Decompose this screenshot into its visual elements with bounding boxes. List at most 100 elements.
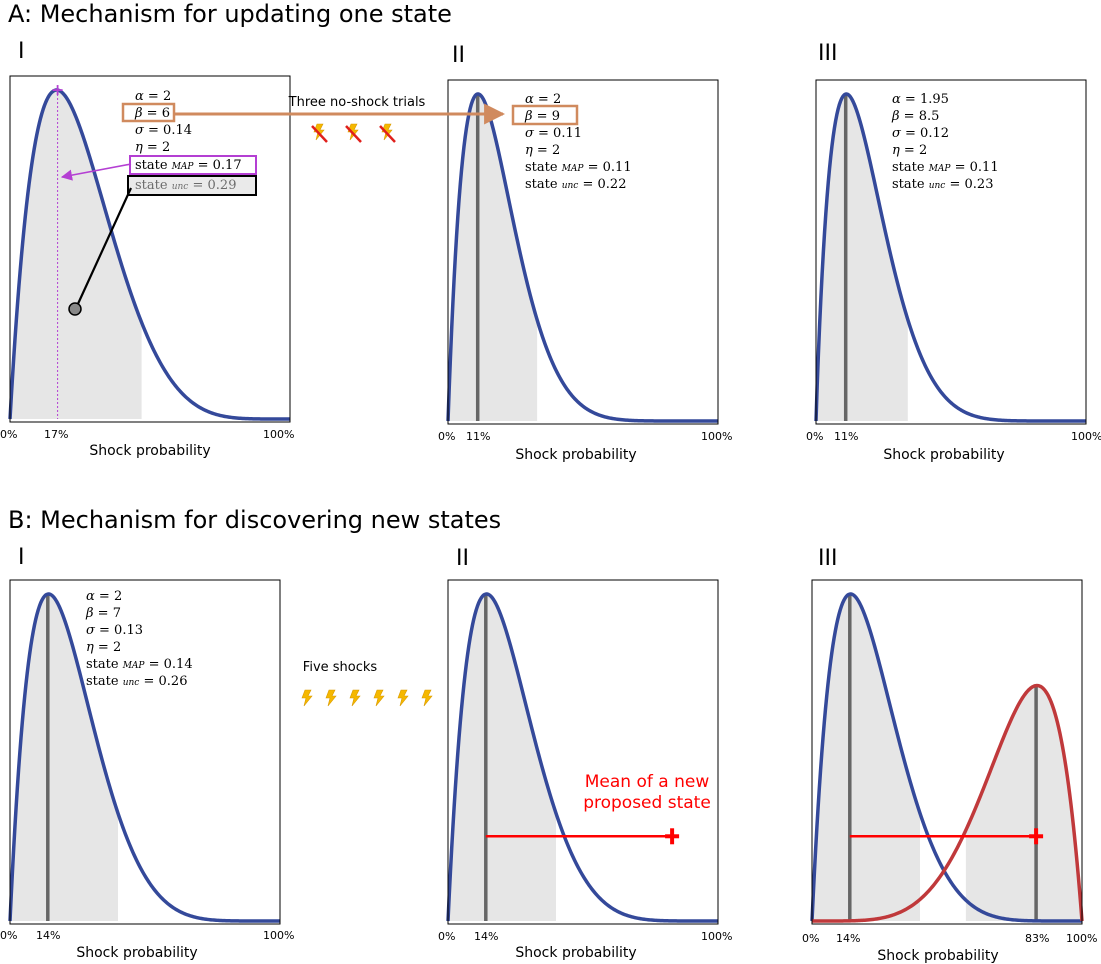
shock-icon-1 xyxy=(301,689,313,707)
panel-a3-beta: 8.5 xyxy=(919,109,940,124)
panel-b1-tick-zero: 0% xyxy=(0,929,17,942)
panel-b1-beta: 7 xyxy=(113,606,121,621)
panel-b2-shaded-region-1 xyxy=(448,593,556,921)
panel-b3 xyxy=(810,579,1084,925)
panel-a2-tick-peak: 11% xyxy=(466,430,490,443)
five-shocks-label: Five shocks xyxy=(303,660,378,675)
svg-text:σ = 0.12: σ = 0.12 xyxy=(892,126,949,141)
panel-a3-eta: 2 xyxy=(919,143,927,158)
svg-text:state unc = 0.23: state unc = 0.23 xyxy=(892,177,993,192)
beta-highlight-box-2 xyxy=(511,104,579,126)
svg-text:β = 6: β = 6 xyxy=(134,106,170,121)
panel-b1-state-map: 0.14 xyxy=(164,657,193,672)
panel-b3-tick-peak2: 83% xyxy=(1025,932,1049,945)
shock-icon-5 xyxy=(397,689,409,707)
panel-a1-alpha: 2 xyxy=(163,89,171,104)
panel-a1-eta: 2 xyxy=(162,140,170,155)
panel-b3-tick-hundred: 100% xyxy=(1066,932,1097,945)
svg-text:state MAP = 0.11: state MAP = 0.11 xyxy=(525,160,632,175)
panel-b1-tick-peak: 14% xyxy=(36,929,60,942)
panel-b2-frame xyxy=(447,579,719,925)
panel-a1 xyxy=(8,75,291,423)
panel-b3-density-curve-1 xyxy=(810,592,1083,923)
no-shock-icon-2 xyxy=(345,123,362,143)
panel-b3-frame xyxy=(811,579,1083,925)
panel-a1-shaded-region-1 xyxy=(10,89,142,420)
svg-text:β = 8.5: β = 8.5 xyxy=(891,109,939,124)
panel-b2 xyxy=(446,579,719,925)
panel-a2-alpha: 2 xyxy=(553,92,561,107)
svg-text:η = 2: η = 2 xyxy=(135,140,170,155)
panel-a1-tick-zero: 0% xyxy=(0,428,17,441)
panel-a2-roman: II xyxy=(452,43,465,68)
panel-b1-params: α = 2 β = 7 σ = 0.13 η = 2 state MAP = 0… xyxy=(85,589,193,689)
panel-a3-state-map: 0.11 xyxy=(970,160,999,175)
panel-a1-tick-hundred: 100% xyxy=(263,428,294,441)
panel-a1-roman: I xyxy=(18,39,25,64)
panel-a1-tick-peak: 17% xyxy=(44,428,68,441)
panel-b3-density-curve-2 xyxy=(811,683,1084,923)
svg-text:α = 1.95: α = 1.95 xyxy=(892,92,949,107)
panel-a3-roman: III xyxy=(818,41,837,66)
panel-b1-roman: I xyxy=(18,545,25,570)
shock-icon-3 xyxy=(349,689,361,707)
svg-text:state MAP = 0.14: state MAP = 0.14 xyxy=(86,657,193,672)
panel-a2-tick-zero: 0% xyxy=(438,430,455,443)
svg-text:σ = 0.11: σ = 0.11 xyxy=(525,126,582,141)
panel-b1-shaded-region-1 xyxy=(10,593,118,921)
panel-a1-beta: 6 xyxy=(162,106,170,121)
panel-a3-tick-peak: 11% xyxy=(834,430,858,443)
section-b-title: B: Mechanism for discovering new states xyxy=(8,506,501,534)
panel-b1-frame xyxy=(9,579,281,925)
section-a-title: A: Mechanism for updating one state xyxy=(8,0,452,28)
panel-a2-density-curve-1 xyxy=(446,92,719,423)
panel-b3-shaded-region-1 xyxy=(812,593,920,921)
panel-a2-state-unc: 0.22 xyxy=(598,177,627,192)
panel-a3-shaded-region-1 xyxy=(816,93,908,422)
svg-text:state MAP = 0.17: state MAP = 0.17 xyxy=(135,158,242,173)
panel-a1-xlabel: Shock probability xyxy=(89,443,210,459)
panel-b1-eta: 2 xyxy=(113,640,121,655)
svg-text:β = 7: β = 7 xyxy=(85,606,121,621)
panel-a3-tick-zero: 0% xyxy=(806,430,823,443)
no-shock-icon-3 xyxy=(379,123,396,143)
panel-a3-alpha: 1.95 xyxy=(920,92,949,107)
panel-a3-tick-hundred: 100% xyxy=(1071,430,1101,443)
panel-a2-frame xyxy=(447,79,719,425)
panel-b1-density-curve-1 xyxy=(8,592,281,923)
panel-b3-tick-peak: 14% xyxy=(836,932,860,945)
svg-text:α = 2: α = 2 xyxy=(135,89,171,104)
panel-a2-params: α = 2 β = 9 σ = 0.11 η = 2 state MAP = 0… xyxy=(524,92,632,192)
state-map-arrow xyxy=(60,163,132,181)
panel-a2-beta: 9 xyxy=(552,109,560,124)
panel-a3-density-curve-1 xyxy=(814,92,1087,423)
panel-b1-alpha: 2 xyxy=(114,589,122,604)
svg-text:state MAP = 0.11: state MAP = 0.11 xyxy=(892,160,999,175)
svg-text:state unc = 0.22: state unc = 0.22 xyxy=(525,177,626,192)
panel-b1-sigma: 0.13 xyxy=(114,623,143,638)
panel-b2-tick-peak: 14% xyxy=(474,930,498,943)
shock-icon-4 xyxy=(373,689,385,707)
panel-a2-sigma: 0.11 xyxy=(553,126,582,141)
panel-b2-tick-zero: 0% xyxy=(438,930,455,943)
panel-a3-xlabel: Shock probability xyxy=(883,447,1004,463)
state-unc-pointer xyxy=(75,187,133,307)
svg-text:η = 2: η = 2 xyxy=(525,143,560,158)
svg-text:α = 2: α = 2 xyxy=(86,589,122,604)
panel-b3-roman: III xyxy=(818,546,837,571)
state-unc-highlight-box xyxy=(127,175,257,196)
svg-text:η = 2: η = 2 xyxy=(892,143,927,158)
panel-b3-shaded-region-2 xyxy=(965,685,1082,921)
panel-b1-xlabel: Shock probability xyxy=(76,945,197,961)
no-shock-icon-1 xyxy=(311,123,328,143)
three-no-shock-label: Three no-shock trials xyxy=(288,95,426,110)
proposed-state-label-line1: Mean of a new xyxy=(585,772,710,792)
shock-icon-6 xyxy=(421,689,433,707)
panel-a2-state-map: 0.11 xyxy=(603,160,632,175)
panel-b3-tick-zero: 0% xyxy=(802,932,819,945)
svg-text:state unc = 0.26: state unc = 0.26 xyxy=(86,674,187,689)
panel-b2-roman: II xyxy=(456,546,469,571)
svg-text:β = 9: β = 9 xyxy=(524,109,560,124)
panel-a1-frame xyxy=(9,75,291,423)
svg-text:σ = 0.14: σ = 0.14 xyxy=(135,123,192,138)
